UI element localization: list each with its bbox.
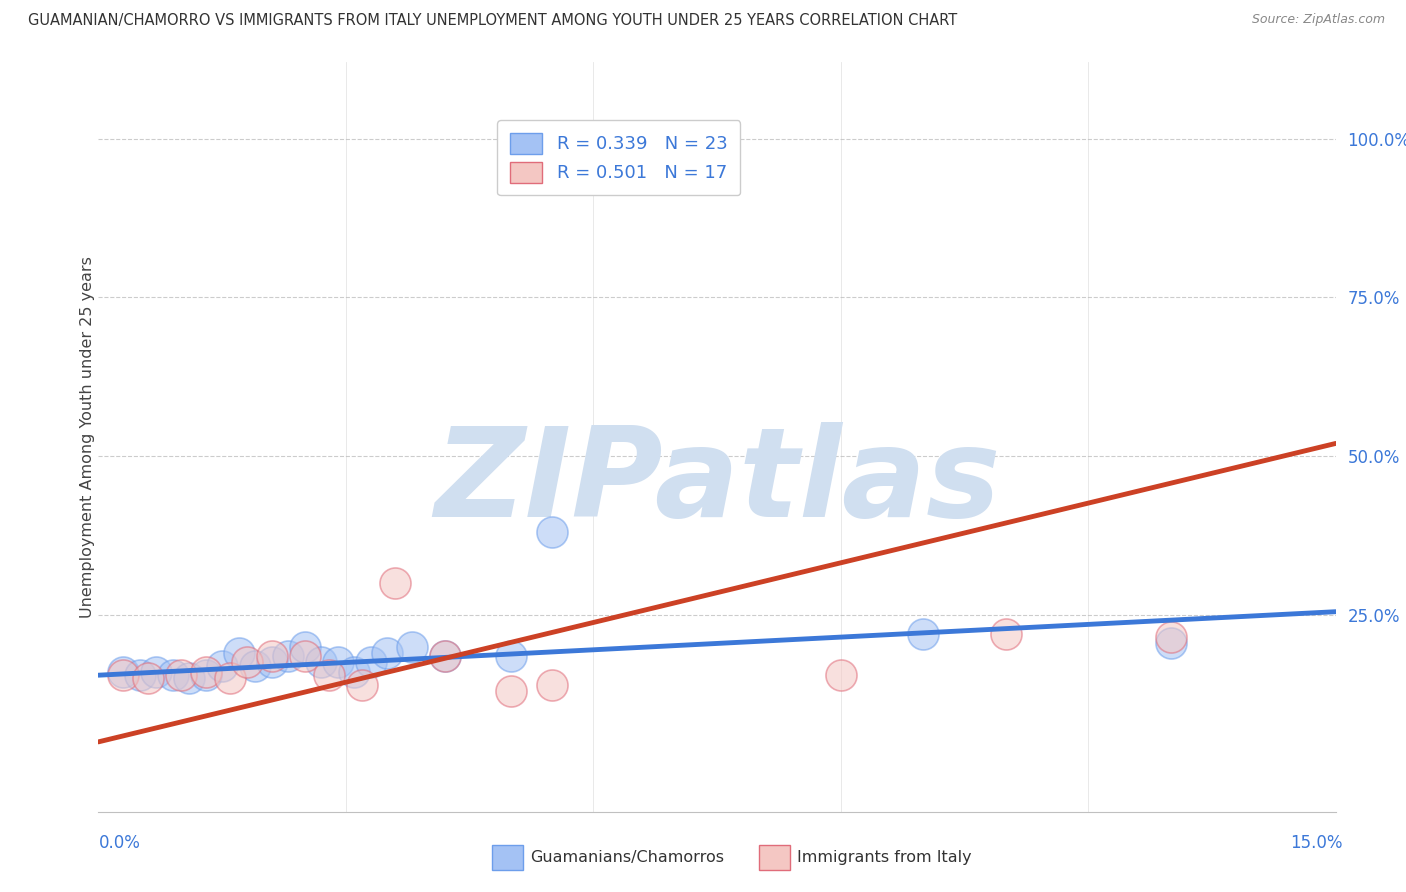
- Point: [343, 665, 366, 679]
- Text: ZIPatlas: ZIPatlas: [434, 422, 1000, 542]
- Point: [194, 668, 217, 682]
- Point: [211, 658, 233, 673]
- Point: [401, 640, 423, 654]
- Point: [162, 668, 184, 682]
- Point: [384, 576, 406, 591]
- Point: [912, 627, 935, 641]
- Point: [318, 668, 340, 682]
- Point: [294, 640, 316, 654]
- Text: 0.0%: 0.0%: [98, 834, 141, 852]
- Point: [219, 672, 242, 686]
- Point: [145, 665, 167, 679]
- Point: [260, 656, 283, 670]
- Point: [309, 656, 332, 670]
- Point: [236, 656, 259, 670]
- Point: [194, 665, 217, 679]
- Point: [830, 668, 852, 682]
- Point: [112, 668, 135, 682]
- Text: GUAMANIAN/CHAMORRO VS IMMIGRANTS FROM ITALY UNEMPLOYMENT AMONG YOUTH UNDER 25 YE: GUAMANIAN/CHAMORRO VS IMMIGRANTS FROM IT…: [28, 13, 957, 29]
- Point: [433, 649, 456, 664]
- Point: [375, 646, 398, 660]
- Point: [994, 627, 1017, 641]
- Point: [623, 145, 645, 159]
- Point: [499, 649, 522, 664]
- Text: Immigrants from Italy: Immigrants from Italy: [797, 850, 972, 864]
- Point: [277, 649, 299, 664]
- Point: [260, 649, 283, 664]
- Point: [433, 649, 456, 664]
- Point: [136, 672, 159, 686]
- Point: [243, 658, 266, 673]
- Point: [352, 678, 374, 692]
- Point: [541, 525, 564, 540]
- Point: [179, 672, 201, 686]
- Point: [294, 649, 316, 664]
- Point: [112, 665, 135, 679]
- Point: [228, 646, 250, 660]
- Text: 15.0%: 15.0%: [1291, 834, 1343, 852]
- Y-axis label: Unemployment Among Youth under 25 years: Unemployment Among Youth under 25 years: [80, 256, 94, 618]
- Point: [1160, 636, 1182, 650]
- Text: Guamanians/Chamorros: Guamanians/Chamorros: [530, 850, 724, 864]
- Text: Source: ZipAtlas.com: Source: ZipAtlas.com: [1251, 13, 1385, 27]
- Point: [1160, 630, 1182, 644]
- Point: [170, 668, 193, 682]
- Point: [541, 678, 564, 692]
- Point: [128, 668, 150, 682]
- Legend: R = 0.339   N = 23, R = 0.501   N = 17: R = 0.339 N = 23, R = 0.501 N = 17: [498, 120, 740, 195]
- Point: [499, 684, 522, 698]
- Point: [360, 656, 382, 670]
- Point: [326, 656, 349, 670]
